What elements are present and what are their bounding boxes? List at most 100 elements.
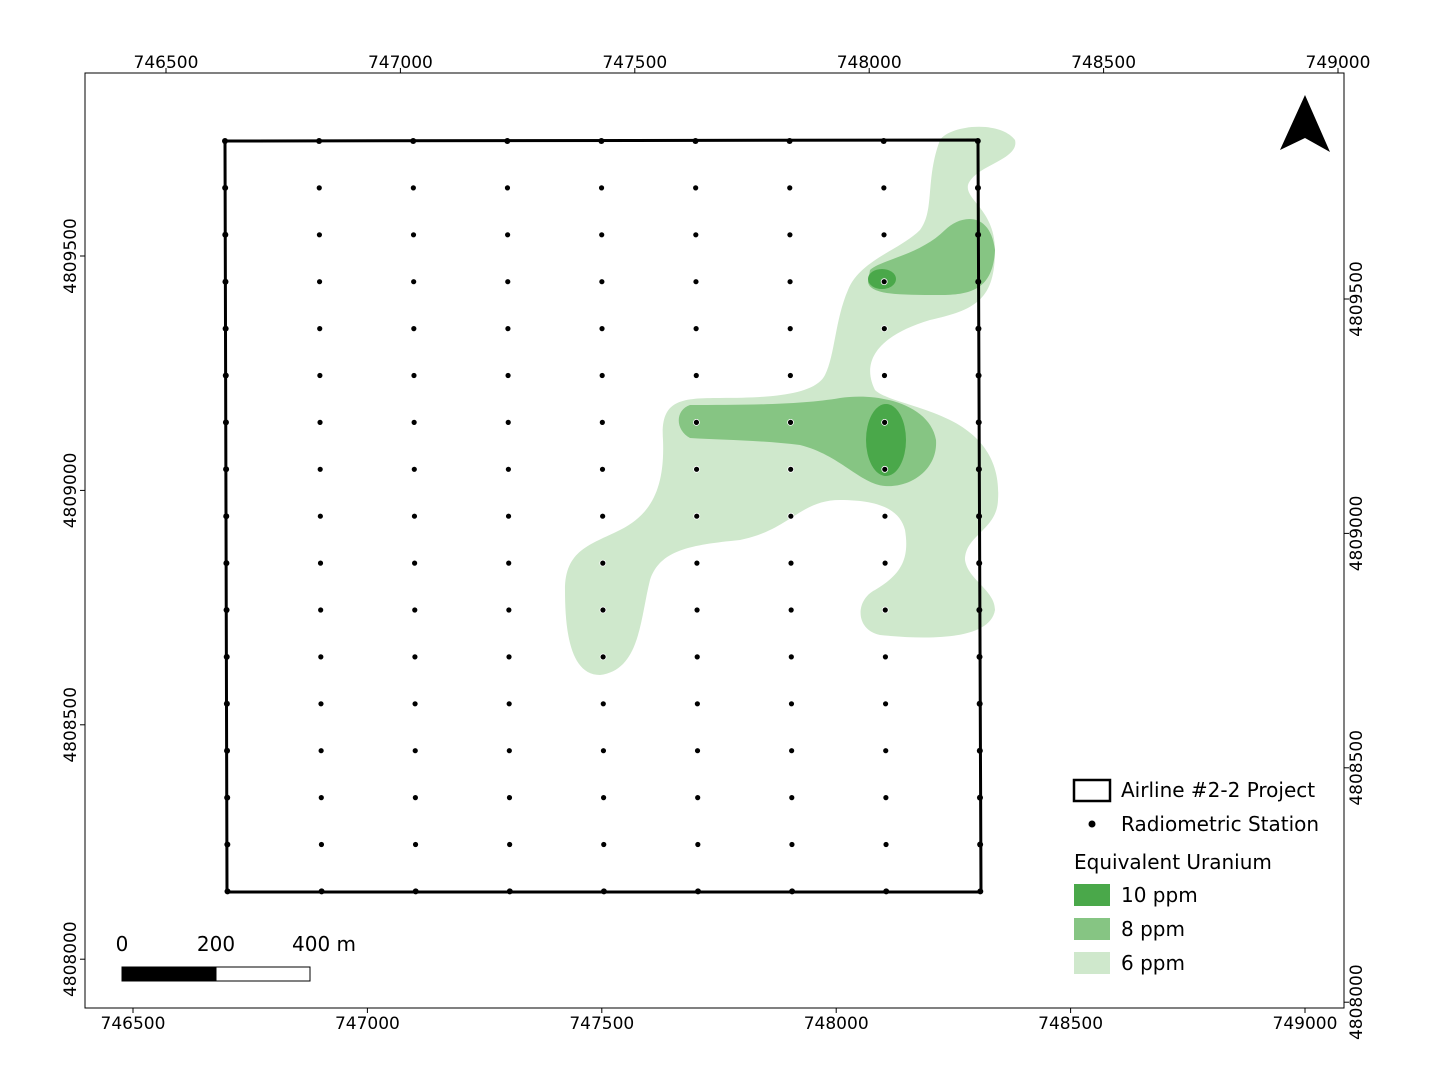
station: [224, 794, 231, 801]
station: [317, 747, 325, 755]
station: [316, 278, 323, 286]
station: [223, 607, 230, 613]
station: [883, 888, 890, 895]
station: [974, 184, 981, 191]
station: [881, 606, 889, 614]
contours: [565, 126, 1016, 675]
x-tick-label: 747000: [335, 1014, 400, 1034]
y-tick-label: 4808500: [61, 687, 81, 763]
x-tick-label: 748500: [1038, 1014, 1103, 1034]
x-tick-label: 749000: [1306, 53, 1371, 73]
station: [316, 418, 324, 426]
station: [786, 138, 793, 144]
y-tick-label: 4809000: [1347, 496, 1367, 572]
legend-label: 6 ppm: [1121, 951, 1185, 975]
station: [505, 700, 513, 708]
station: [880, 278, 888, 286]
station: [976, 747, 983, 754]
station: [694, 794, 702, 801]
x-tick-label: 747000: [368, 53, 433, 73]
contour-10ppm: [866, 404, 906, 476]
station: [410, 278, 418, 286]
station: [504, 278, 512, 286]
station: [787, 512, 795, 520]
station: [692, 372, 700, 379]
station: [504, 418, 512, 426]
station: [976, 794, 983, 801]
station: [222, 372, 229, 379]
station: [223, 560, 230, 567]
station: [598, 372, 606, 379]
station: [504, 372, 512, 379]
station: [880, 184, 888, 192]
station: [600, 841, 608, 848]
station: [693, 700, 701, 708]
station: [318, 888, 325, 895]
station: [504, 325, 512, 333]
station: [786, 325, 794, 333]
station: [600, 747, 607, 755]
station: [975, 231, 982, 238]
station: [223, 700, 230, 707]
station: [411, 512, 418, 520]
station: [692, 278, 700, 286]
y-tick-label: 4809500: [61, 218, 81, 294]
station: [223, 653, 230, 660]
station: [975, 325, 982, 332]
station: [316, 325, 324, 333]
station: [410, 418, 418, 426]
station: [695, 888, 701, 895]
y-tick-label: 4809500: [1347, 261, 1367, 337]
station: [598, 231, 606, 239]
x-tick-label: 746500: [134, 53, 199, 73]
station: [882, 747, 890, 755]
station: [598, 278, 606, 286]
station: [787, 653, 795, 661]
station: [976, 607, 983, 613]
station: [976, 560, 983, 567]
station: [974, 138, 981, 144]
station: [786, 278, 794, 286]
station: [882, 653, 889, 661]
station: [598, 184, 605, 192]
station: [599, 512, 607, 520]
station: [975, 419, 982, 426]
station: [410, 231, 417, 239]
station: [224, 841, 231, 848]
station: [599, 653, 607, 661]
station: [505, 747, 513, 755]
station: [316, 372, 324, 379]
station: [599, 700, 607, 708]
station: [222, 231, 229, 238]
station: [317, 794, 325, 801]
station: [977, 888, 984, 895]
station: [788, 841, 796, 848]
x-tick-label: 748500: [1071, 53, 1136, 73]
station: [880, 231, 888, 239]
station: [786, 231, 794, 239]
station: [411, 700, 419, 708]
scale-segment: [215, 966, 311, 982]
station: [694, 841, 702, 848]
y-tick-label: 4808000: [1347, 964, 1367, 1040]
legend-title: Equivalent Uranium: [1074, 850, 1272, 874]
stations: [222, 138, 984, 895]
station: [224, 888, 231, 895]
station: [786, 372, 794, 379]
station: [410, 465, 418, 473]
scale-label: 0: [116, 932, 129, 956]
station: [881, 559, 889, 567]
station: [788, 794, 796, 801]
station: [693, 512, 701, 520]
station: [788, 700, 795, 708]
station: [975, 372, 982, 379]
station: [787, 465, 795, 473]
station: [976, 700, 983, 707]
station: [222, 278, 229, 285]
station: [881, 372, 888, 379]
x-tick-label: 749000: [1273, 1014, 1338, 1034]
x-tick-label: 748000: [804, 1014, 869, 1034]
station: [976, 513, 983, 520]
station: [411, 653, 419, 661]
